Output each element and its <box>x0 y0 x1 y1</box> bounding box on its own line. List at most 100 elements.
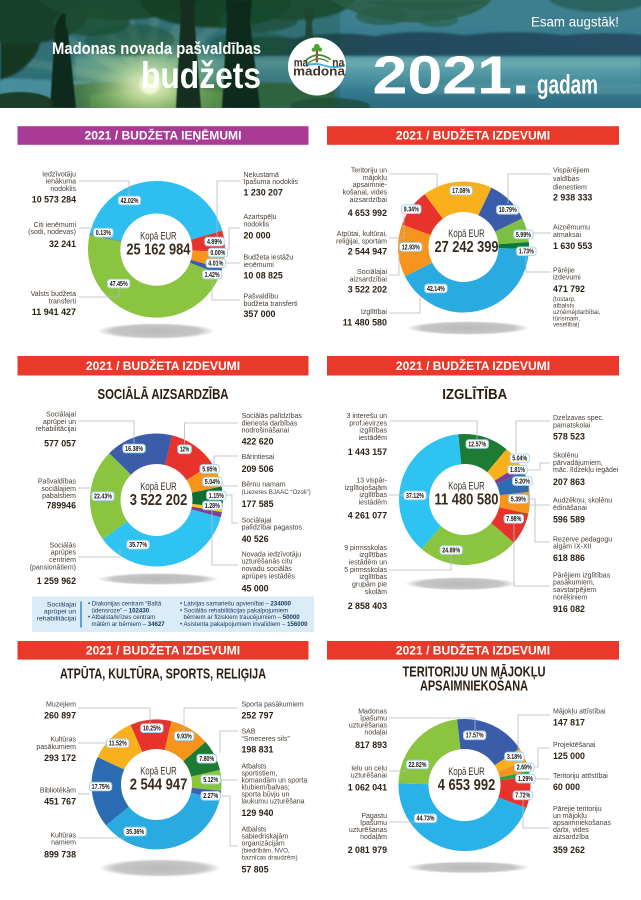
svg-text:Nekustamā: Nekustamā <box>244 172 280 179</box>
svg-text:valdības: valdības <box>553 176 580 183</box>
svg-text:Azartspēļu: Azartspēļu <box>244 214 277 221</box>
svg-text:nodoklis: nodoklis <box>244 221 270 228</box>
svg-text:2.69%: 2.69% <box>517 765 533 772</box>
svg-text:īpašuma nodoklis: īpašuma nodoklis <box>244 179 299 186</box>
svg-text:Dzelzavas spec.: Dzelzavas spec. <box>553 415 604 422</box>
svg-text:22.43%: 22.43% <box>94 494 112 501</box>
svg-text:129 940: 129 940 <box>242 808 274 819</box>
svg-text:Mājokļu attīstībai: Mājokļu attīstībai <box>553 709 606 716</box>
svg-text:• Asistenta pakalpojumiem inva: • Asistenta pakalpojumiem invalīdiem – 1… <box>180 621 308 628</box>
svg-text:5.99%: 5.99% <box>516 232 532 239</box>
svg-text:izglītības: izglītības <box>359 428 387 435</box>
svg-text:45 000: 45 000 <box>242 584 269 595</box>
svg-text:darbi, vides: darbi, vides <box>553 827 589 834</box>
svg-text:Izglītībai: Izglītībai <box>361 309 388 316</box>
svg-text:aprūpei un: aprūpei un <box>44 609 76 616</box>
svg-text:nodaļām: nodaļām <box>360 834 387 841</box>
svg-text:44.73%: 44.73% <box>417 816 435 823</box>
svg-text:4.01%: 4.01% <box>208 261 224 268</box>
svg-text:aprūpes iestādēs: aprūpes iestādēs <box>242 573 296 580</box>
svg-text:Kopā EUR: Kopā EUR <box>448 228 485 240</box>
svg-text:iestādēm un: iestādēm un <box>349 560 387 567</box>
svg-text:252 797: 252 797 <box>242 711 274 722</box>
svg-text:(biedrībām, NVO,: (biedrībām, NVO, <box>242 847 290 854</box>
svg-text:uzturēšanas: uzturēšanas <box>349 723 388 730</box>
svg-text:578 523: 578 523 <box>553 432 585 443</box>
svg-text:īpašumu: īpašumu <box>360 716 387 723</box>
svg-text:(pansionātiem): (pansionātiem) <box>30 564 76 571</box>
svg-text:1.81%: 1.81% <box>510 467 526 474</box>
svg-text:1.15%: 1.15% <box>209 493 225 500</box>
svg-text:Kopā EUR: Kopā EUR <box>448 480 485 492</box>
svg-text:4 261 077: 4 261 077 <box>348 510 387 521</box>
svg-text:198 831: 198 831 <box>242 744 275 755</box>
svg-text:Kopā EUR: Kopā EUR <box>448 766 485 778</box>
svg-text:pasākumiem: pasākumiem <box>36 744 76 751</box>
svg-text:596 589: 596 589 <box>553 514 585 525</box>
svg-text:• Sociālās rehabilitācijas pak: • Sociālās rehabilitācijas pakalpojumiem <box>180 607 288 614</box>
svg-text:12%: 12% <box>180 447 190 454</box>
svg-text:• Latvijas samariešu apvienība: • Latvijas samariešu apvienībai – 234000 <box>180 601 291 608</box>
svg-text:Sociālās: Sociālās <box>50 542 77 549</box>
svg-text:ATPŪTA, KULTŪRA, SPORTS, RELIĢ: ATPŪTA, KULTŪRA, SPORTS, RELIĢIJA <box>60 666 266 683</box>
svg-text:budžets: budžets <box>141 54 261 96</box>
svg-text:3 522 202: 3 522 202 <box>348 285 387 296</box>
svg-text:sociālajiem: sociālajiem <box>41 486 76 493</box>
svg-text:sportistiem,: sportistiem, <box>242 770 278 777</box>
svg-text:Pārējiem izglītības: Pārējiem izglītības <box>553 572 611 579</box>
svg-text:12.57%: 12.57% <box>468 441 486 448</box>
svg-text:1 259 962: 1 259 962 <box>37 576 76 587</box>
svg-text:aprūpes: aprūpes <box>51 550 77 557</box>
svg-text:aprūpei un: aprūpei un <box>43 419 76 426</box>
svg-text:izdevumi: izdevumi <box>553 275 581 282</box>
svg-text:11 480 580: 11 480 580 <box>435 492 499 509</box>
svg-text:20 000: 20 000 <box>244 231 271 242</box>
svg-text:ieņēmumi: ieņēmumi <box>244 262 275 269</box>
svg-text:reliģijai, sportam: reliģijai, sportam <box>336 237 387 245</box>
svg-text:rehabilitācijai: rehabilitācijai <box>36 426 77 433</box>
svg-text:Aizņēmumu: Aizņēmumu <box>553 225 590 232</box>
svg-text:TERITORIJU UN MĀJOKĻU: TERITORIJU UN MĀJOKĻU <box>403 665 546 681</box>
svg-text:uzturēšanas: uzturēšanas <box>349 827 388 834</box>
svg-text:aizsardzībai: aizsardzībai <box>350 197 388 204</box>
svg-text:ma: ma <box>294 57 309 69</box>
svg-text:147 817: 147 817 <box>553 718 585 729</box>
svg-text:(sodi, nodevas): (sodi, nodevas) <box>28 229 76 236</box>
svg-text:prof.ievirzes: prof.ievirzes <box>349 420 387 427</box>
svg-text:algām IX-XII: algām IX-XII <box>553 544 592 551</box>
svg-text:namiem: namiem <box>51 840 76 847</box>
svg-text:Sociālās palīdzības: Sociālās palīdzības <box>242 413 303 420</box>
svg-text:veselībai): veselībai) <box>553 322 579 329</box>
svg-text:7.80%: 7.80% <box>199 756 215 763</box>
svg-text:10.79%: 10.79% <box>499 207 517 214</box>
svg-text:transferti: transferti <box>49 299 77 306</box>
svg-text:Pagastu: Pagastu <box>361 813 387 820</box>
svg-text:37.12%: 37.12% <box>406 493 424 500</box>
svg-text:Skolēnu: Skolēnu <box>553 452 578 459</box>
svg-text:2021 / BUDŽETA IZDEVUMI: 2021 / BUDŽETA IZDEVUMI <box>396 644 550 657</box>
svg-text:2021 / BUDŽETA IZDEVUMI: 2021 / BUDŽETA IZDEVUMI <box>396 130 550 143</box>
svg-text:gadam: gadam <box>537 70 598 100</box>
svg-text:Kopā EUR: Kopā EUR <box>140 765 177 777</box>
svg-text:1 062 041: 1 062 041 <box>348 782 388 793</box>
svg-text:17.75%: 17.75% <box>92 784 110 791</box>
svg-text:1.29%: 1.29% <box>518 776 534 783</box>
svg-text:bērniem ar fiziskiem traucējum: bērniem ar fiziskiem traucējumiem – 5000… <box>184 614 301 621</box>
svg-text:Sociālajai: Sociālajai <box>47 602 77 609</box>
svg-text:4 653 992: 4 653 992 <box>348 208 387 219</box>
svg-text:Kopā EUR: Kopā EUR <box>140 481 177 493</box>
svg-text:skolām: skolām <box>365 589 387 596</box>
svg-text:899 738: 899 738 <box>44 849 77 860</box>
svg-text:pamatskolai: pamatskolai <box>553 422 591 429</box>
svg-text:Atbalsts: Atbalsts <box>242 763 267 770</box>
svg-text:57 805: 57 805 <box>242 864 270 875</box>
svg-text:5 pirmsskolas: 5 pirmsskolas <box>344 567 387 574</box>
svg-text:4.89%: 4.89% <box>207 239 223 246</box>
svg-text:2021 / BUDŽETA IZDEVUMI: 2021 / BUDŽETA IZDEVUMI <box>86 644 240 657</box>
svg-text:ēdināšanai: ēdināšanai <box>553 505 587 512</box>
svg-text:norēķiniem: norēķiniem <box>553 594 587 601</box>
svg-text:47.45%: 47.45% <box>110 281 128 288</box>
svg-text:centriem: centriem <box>49 557 76 564</box>
svg-text:7.72%: 7.72% <box>515 793 531 800</box>
svg-text:9.93%: 9.93% <box>177 734 193 741</box>
